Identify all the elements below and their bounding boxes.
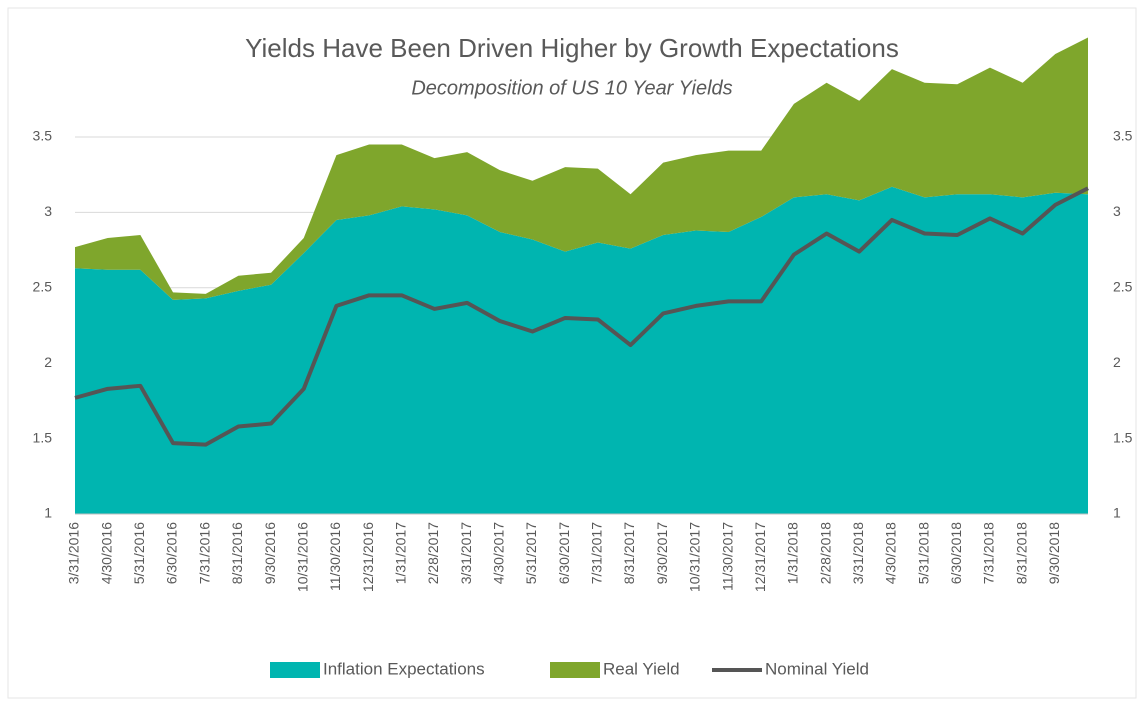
y-tick-label: 3.5 [33, 128, 53, 144]
x-tick-label: 1/31/2018 [785, 522, 801, 584]
area [75, 37, 1088, 300]
legend-swatch [550, 662, 600, 678]
x-tick-label: 12/31/2017 [752, 522, 768, 592]
x-tick-label: 8/31/2016 [229, 522, 245, 584]
x-tick-label: 11/30/2017 [719, 522, 735, 591]
y2-tick-label: 1.5 [1113, 429, 1133, 445]
x-tick-label: 9/30/2017 [654, 522, 670, 584]
x-tick-label: 7/31/2018 [981, 522, 997, 584]
x-tick-label: 7/31/2016 [196, 522, 212, 584]
x-tick-label: 4/30/2018 [883, 522, 899, 584]
y2-tick-label: 3 [1113, 203, 1121, 219]
y-tick-label: 2.5 [33, 279, 53, 295]
x-tick-label: 6/30/2018 [948, 522, 964, 584]
y2-tick-label: 2 [1113, 354, 1121, 370]
line [74, 186, 1089, 447]
x-tick-label: 4/30/2017 [491, 522, 507, 584]
x-tick-label: 6/30/2017 [556, 522, 572, 584]
area [75, 186, 1088, 514]
y2-tick-label: 2.5 [1113, 279, 1133, 295]
x-tick-label: 9/30/2016 [262, 522, 278, 584]
x-tick-label: 4/30/2016 [98, 522, 114, 584]
legend-label: Real Yield [603, 659, 680, 678]
x-tick-label: 7/31/2017 [589, 522, 605, 584]
chart-title: Yields Have Been Driven Higher by Growth… [245, 33, 899, 63]
x-tick-label: 10/31/2017 [687, 522, 703, 592]
x-tick-label: 5/31/2017 [523, 522, 539, 584]
y-tick-label: 2 [44, 354, 52, 370]
x-tick-label: 8/31/2017 [621, 522, 637, 584]
x-tick-label: 9/30/2018 [1046, 522, 1062, 584]
x-tick-label: 3/31/2016 [66, 522, 82, 584]
legend-label: Nominal Yield [765, 659, 869, 678]
x-tick-label: 6/30/2016 [164, 522, 180, 584]
legend-label: Inflation Expectations [323, 659, 485, 678]
y2-tick-label: 1 [1113, 505, 1121, 521]
x-tick-label: 12/31/2016 [360, 522, 376, 592]
y-tick-label: 1.5 [33, 429, 53, 445]
legend-swatch [270, 662, 320, 678]
x-tick-label: 5/31/2018 [915, 522, 931, 584]
chart-subtitle: Decomposition of US 10 Year Yields [411, 77, 732, 99]
x-tick-label: 8/31/2018 [1013, 522, 1029, 584]
y2-tick-label: 3.5 [1113, 128, 1133, 144]
x-tick-label: 2/28/2017 [425, 522, 441, 584]
x-tick-label: 3/31/2017 [458, 522, 474, 584]
y-tick-label: 1 [44, 505, 52, 521]
x-tick-label: 1/31/2017 [392, 522, 408, 584]
x-tick-label: 11/30/2016 [327, 522, 343, 591]
y-tick-label: 3 [44, 203, 52, 219]
x-tick-label: 3/31/2018 [850, 522, 866, 584]
x-tick-label: 2/28/2018 [817, 522, 833, 584]
x-tick-label: 10/31/2016 [294, 522, 310, 592]
x-tick-label: 5/31/2016 [131, 522, 147, 584]
